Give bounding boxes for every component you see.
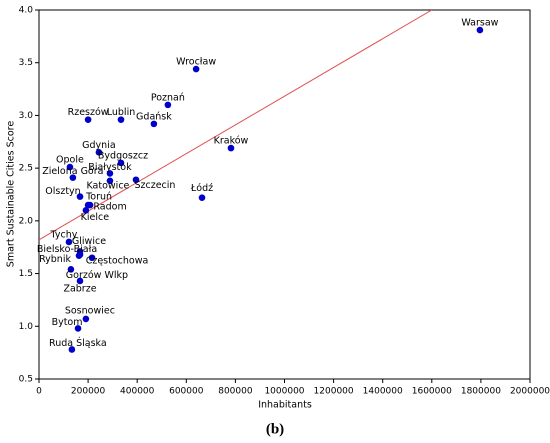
x-tick-label: 1400000 bbox=[363, 387, 403, 397]
point-label: Gorzów Wlkp bbox=[66, 270, 128, 281]
point-label: Zielona Góra bbox=[42, 166, 103, 177]
point-label: Bytom bbox=[52, 317, 83, 328]
point-label: Warsaw bbox=[461, 18, 498, 29]
point bbox=[106, 170, 114, 177]
point bbox=[132, 176, 140, 184]
trend-line bbox=[39, 10, 433, 241]
point bbox=[76, 277, 84, 285]
y-tick-label: 1.5 bbox=[19, 269, 33, 279]
point-label: Poznań bbox=[151, 92, 185, 103]
point-label: Częstochowa bbox=[86, 255, 149, 266]
point bbox=[192, 65, 200, 73]
x-tick-label: 1600000 bbox=[412, 387, 452, 397]
x-tick-label: 2000000 bbox=[510, 387, 550, 397]
point-label: Szczecin bbox=[134, 180, 175, 191]
point bbox=[82, 207, 90, 214]
point-label: Toruń bbox=[85, 192, 112, 203]
x-tick-label: 400000 bbox=[120, 387, 155, 397]
point bbox=[476, 26, 484, 34]
y-tick-label: 2.0 bbox=[19, 216, 34, 226]
point-label: Gliwice bbox=[72, 236, 106, 247]
point-label: Łódź bbox=[190, 183, 213, 194]
x-tick-label: 600000 bbox=[169, 387, 204, 397]
point bbox=[66, 163, 74, 171]
point bbox=[150, 120, 158, 128]
point bbox=[106, 177, 114, 185]
caption: (b) bbox=[266, 421, 284, 437]
plot-frame bbox=[38, 9, 531, 380]
y-tick-label: 4.0 bbox=[19, 6, 34, 16]
y-axis-label: Smart Sustainable Cities Score bbox=[6, 121, 17, 268]
point-label: Bydgoszcz bbox=[98, 150, 148, 161]
point-label: Zabrze bbox=[63, 283, 96, 294]
x-tick-label: 1000000 bbox=[264, 387, 304, 397]
point bbox=[69, 174, 77, 181]
point-label: Wrocław bbox=[176, 57, 216, 68]
point bbox=[68, 346, 76, 353]
point bbox=[198, 194, 206, 201]
point-label: Tychy bbox=[50, 229, 78, 240]
point-label: Kielce bbox=[81, 212, 110, 223]
y-tick-label: 2.5 bbox=[19, 164, 33, 174]
point bbox=[95, 149, 103, 156]
point-label: Radom bbox=[93, 202, 126, 213]
point bbox=[74, 325, 82, 332]
point-label: Gdańsk bbox=[136, 111, 172, 122]
point bbox=[65, 238, 73, 246]
point bbox=[86, 201, 94, 209]
y-tick-label: 3.0 bbox=[19, 111, 34, 121]
x-tick-label: 1200000 bbox=[314, 387, 354, 397]
x-tick-label: 800000 bbox=[218, 387, 253, 397]
point-label: Katowice bbox=[86, 180, 129, 191]
point bbox=[88, 254, 96, 262]
point-label: Rybnik bbox=[39, 254, 71, 265]
y-tick-label: 0.5 bbox=[19, 375, 33, 385]
point bbox=[82, 315, 90, 323]
x-axis-label: Inhabitants bbox=[258, 400, 312, 411]
point-label: Sosnowiec bbox=[65, 305, 115, 316]
point-label: Opole bbox=[56, 155, 84, 166]
point bbox=[67, 266, 75, 273]
point bbox=[164, 101, 172, 109]
point bbox=[117, 116, 125, 123]
y-tick-label: 1.0 bbox=[19, 322, 34, 332]
point-label: Ruda Śląska bbox=[49, 337, 107, 349]
point-label: Olsztyn bbox=[45, 186, 80, 197]
point-label: Kraków bbox=[214, 136, 249, 147]
point bbox=[227, 144, 235, 152]
point bbox=[76, 193, 84, 200]
point-label: Białystok bbox=[88, 162, 132, 173]
x-tick-label: 200000 bbox=[71, 387, 106, 397]
x-tick-label: 1800000 bbox=[461, 387, 501, 397]
point bbox=[117, 159, 125, 167]
point bbox=[84, 116, 92, 123]
point bbox=[75, 252, 83, 259]
point-label: Bielsko-Biała bbox=[37, 244, 97, 255]
y-tick-label: 3.5 bbox=[19, 58, 33, 68]
x-tick-label: 0 bbox=[36, 387, 42, 397]
point-label: Gdynia bbox=[82, 140, 116, 151]
point-label: Rzeszów bbox=[68, 107, 109, 118]
point-label: Lublin bbox=[107, 107, 135, 118]
